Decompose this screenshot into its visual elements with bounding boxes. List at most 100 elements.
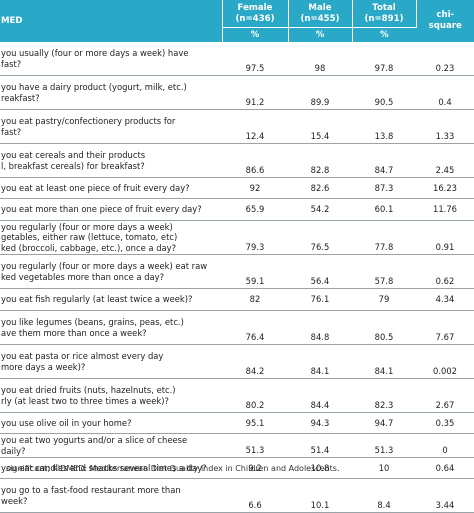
female-value: 91.2 <box>222 75 288 110</box>
row-question: you eat at least one piece of fruit ever… <box>0 177 222 199</box>
male-percent-header: % <box>288 27 353 42</box>
row-question: you eat pasta or rice almost every day mo… <box>0 344 222 379</box>
female-value: 86.6 <box>222 143 288 178</box>
question-line: ked (broccoli, cabbage, etc.), once a da… <box>1 242 177 253</box>
total-value: 13.8 <box>352 109 416 144</box>
row-question: you regularly (four or more days a week)… <box>0 220 222 255</box>
female-value: 84.2 <box>222 344 288 379</box>
question-line: getables, either raw (lettuce, tomato, e… <box>1 232 178 243</box>
chi-value: 0.64 <box>416 457 474 479</box>
male-value: 56.4 <box>288 254 352 289</box>
chi-value: 0.4 <box>416 75 474 110</box>
question-line: more days a week)? <box>1 361 86 372</box>
female-percent-header: % <box>222 27 289 42</box>
table-row: you have a dairy product (yogurt, milk, … <box>0 75 474 110</box>
question-line: you eat pastry/confectionery products fo… <box>1 116 176 126</box>
question-line: you eat dried fruits (nuts, hazelnuts, e… <box>1 385 176 395</box>
chi-value: 0.35 <box>416 412 474 434</box>
question-line: you eat cereals and their products <box>1 150 146 160</box>
male-value: 89.9 <box>288 75 352 110</box>
total-column-header: Total (n=891) <box>352 0 417 28</box>
table-footnote: significant; KIDMED: Mediterranean Diet … <box>6 464 340 473</box>
question-line: you eat fish regularly (at least twice a… <box>1 294 193 305</box>
male-value: 82.6 <box>288 177 352 199</box>
row-question: you eat fish regularly (at least twice a… <box>0 288 222 311</box>
row-question: you eat pastry/confectionery products fo… <box>0 109 222 144</box>
chi-value: 0.23 <box>416 42 474 76</box>
male-value: 76.5 <box>288 220 352 255</box>
male-value: 84.1 <box>288 344 352 379</box>
total-value: 87.3 <box>352 177 416 199</box>
row-question: you go to a fast-food restaurant more th… <box>0 478 222 513</box>
male-value: 10.1 <box>288 478 352 513</box>
female-column-header: Female (n=436) <box>222 0 289 28</box>
male-value: 82.8 <box>288 143 352 178</box>
question-line: week? <box>1 495 28 506</box>
question-line: you eat more than one piece of fruit eve… <box>1 204 202 215</box>
row-question: you usually (four or more days a week) h… <box>0 42 222 76</box>
female-value: 95.1 <box>222 412 288 434</box>
chi-value: 0.62 <box>416 254 474 289</box>
total-value: 77.8 <box>352 220 416 255</box>
male-value: 51.4 <box>288 433 352 458</box>
male-value: 84.4 <box>288 378 352 413</box>
male-value: 98 <box>288 42 352 76</box>
total-value: 84.1 <box>352 344 416 379</box>
table-row: you eat dried fruits (nuts, hazelnuts, e… <box>0 378 474 413</box>
female-value: 51.3 <box>222 433 288 458</box>
male-value: 94.3 <box>288 412 352 434</box>
chi-value: 7.67 <box>416 310 474 345</box>
table-row: you eat at least one piece of fruit ever… <box>0 177 474 199</box>
question-line: fast? <box>1 58 22 69</box>
question-line: ave them more than once a week? <box>1 327 147 338</box>
question-line: you go to a fast-food restaurant more th… <box>1 485 181 495</box>
table-row: you go to a fast-food restaurant more th… <box>0 478 474 513</box>
total-value: 79 <box>352 288 416 311</box>
row-question: you eat more than one piece of fruit eve… <box>0 198 222 221</box>
male-value: 84.8 <box>288 310 352 345</box>
total-value: 80.5 <box>352 310 416 345</box>
row-question: you eat cereals and their products l, bre… <box>0 143 222 178</box>
chi-value: 2.67 <box>416 378 474 413</box>
female-value: 79.3 <box>222 220 288 255</box>
chi-value: 11.76 <box>416 198 474 221</box>
table-body: you usually (four or more days a week) h… <box>0 42 474 513</box>
total-value: 60.1 <box>352 198 416 221</box>
question-line: you eat at least one piece of fruit ever… <box>1 182 190 193</box>
total-value: 10 <box>352 457 416 479</box>
male-value: 15.4 <box>288 109 352 144</box>
chi-value: 0 <box>416 433 474 458</box>
table-row: you use olive oil in your home? 95.1 94.3 9… <box>0 412 474 434</box>
female-value: 12.4 <box>222 109 288 144</box>
total-percent-header: % <box>352 27 416 42</box>
total-value: 84.7 <box>352 143 416 178</box>
chi-value: 2.45 <box>416 143 474 178</box>
total-value: 8.4 <box>352 478 416 513</box>
question-line: you regularly (four or more days a week)… <box>1 261 208 271</box>
total-value: 97.8 <box>352 42 416 76</box>
item-column-header: MED <box>0 0 223 42</box>
chi-value: 1.33 <box>416 109 474 144</box>
male-column-header: Male (n=455) <box>288 0 353 28</box>
female-value: 92 <box>222 177 288 199</box>
table-row: you eat fish regularly (at least twice a… <box>0 288 474 311</box>
question-line: you eat pasta or rice almost every day <box>1 351 164 361</box>
question-line: you like legumes (beans, grains, peas, e… <box>1 317 184 327</box>
chi-value: 16.23 <box>416 177 474 199</box>
row-question: you eat two yogurts and/or a slice of ch… <box>0 433 222 458</box>
chi-value: 4.34 <box>416 288 474 311</box>
question-line: you eat two yogurts and/or a slice of ch… <box>1 435 188 445</box>
total-value: 57.8 <box>352 254 416 289</box>
total-value: 82.3 <box>352 378 416 413</box>
table-row: you eat cereals and their products l, bre… <box>0 143 474 178</box>
female-value: 65.9 <box>222 198 288 221</box>
table-row: you eat pasta or rice almost every day mo… <box>0 344 474 379</box>
table-row: you eat pastry/confectionery products fo… <box>0 109 474 144</box>
question-line: fast? <box>1 126 22 137</box>
female-value: 97.5 <box>222 42 288 76</box>
chi-square-column-header: chi-square <box>416 0 474 42</box>
row-question: you regularly (four or more days a week)… <box>0 254 222 289</box>
table-row: you regularly (four or more days a week)… <box>0 220 474 255</box>
